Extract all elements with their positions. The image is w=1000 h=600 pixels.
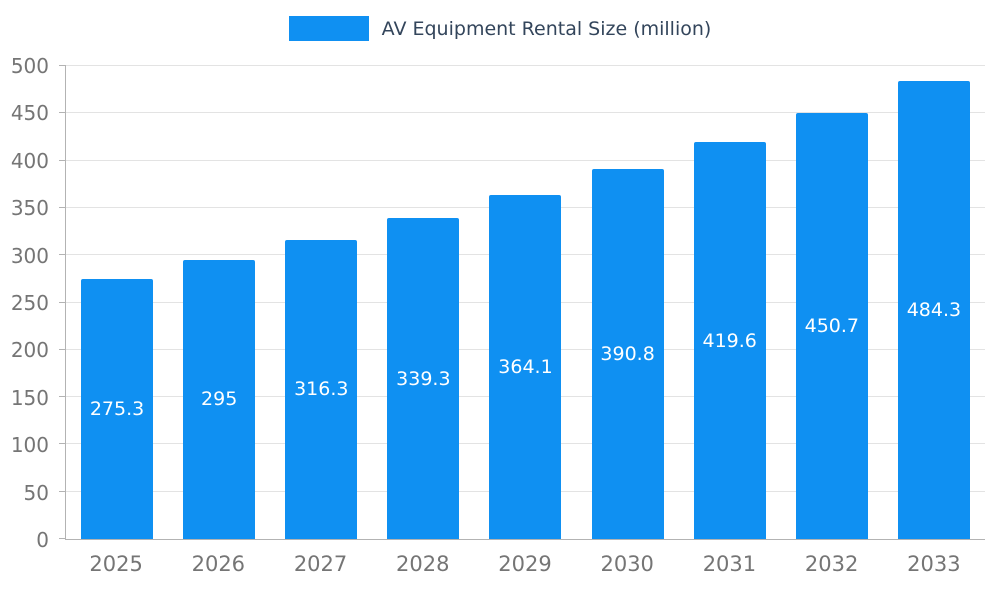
x-axis-label-2030: 2030 (600, 552, 654, 576)
bar-2025[interactable]: 275.3 (81, 278, 154, 539)
x-axis-label-2025: 2025 (89, 552, 143, 576)
y-tick (59, 65, 66, 66)
y-tick (59, 112, 66, 114)
y-tick (59, 490, 66, 492)
y-axis-label: 200 (10, 338, 49, 363)
y-tick (59, 301, 66, 303)
bar-2029[interactable]: 364.1 (489, 194, 562, 539)
y-tick (59, 206, 66, 208)
bar-slot: 419.6 (679, 66, 781, 539)
x-axis: 2025 2026 2027 2028 2029 2030 2031 2032 2033 (65, 552, 985, 576)
plot-area: 275.3 295 316.3 339.3 364.1 390.8 419.6 450.7 48… (59, 65, 985, 540)
y-axis: 0 50 100 150 200 250 300 350 400 450 500 (0, 56, 57, 550)
x-axis-label-2031: 2031 (702, 552, 757, 576)
bar-2033[interactable]: 484.3 (897, 80, 970, 539)
y-axis-label: 50 (23, 480, 49, 505)
bar-value-label: 295 (201, 388, 238, 411)
y-tick (59, 538, 66, 539)
legend-swatch (288, 16, 369, 41)
x-axis-label-2028: 2028 (396, 552, 450, 576)
chart-legend[interactable]: AV Equipment Rental Size (million) (0, 16, 1000, 41)
bar-slot: 450.7 (781, 66, 883, 539)
bar-value-label: 275.3 (89, 397, 145, 420)
bar-2031[interactable]: 419.6 (693, 142, 766, 539)
bar-value-label: 364.1 (498, 355, 553, 378)
bar-slot: 339.3 (372, 66, 474, 539)
y-tick (59, 254, 66, 256)
x-axis-label-2027: 2027 (293, 552, 348, 576)
gridline (66, 65, 985, 66)
legend-label: AV Equipment Rental Size (million) (381, 17, 712, 40)
bar-slot: 484.3 (883, 66, 985, 539)
y-axis-label: 150 (10, 385, 49, 410)
y-axis-label: 100 (10, 433, 49, 458)
bar-slot: 295 (168, 66, 270, 539)
bar-value-label: 390.8 (600, 343, 655, 366)
y-axis-label: 300 (10, 243, 49, 268)
gridline (66, 112, 985, 114)
bar-2026[interactable]: 295 (183, 259, 256, 539)
y-axis-label: 500 (10, 54, 49, 78)
bar-2032[interactable]: 450.7 (795, 112, 868, 539)
y-tick (59, 396, 66, 398)
x-axis-label-2029: 2029 (498, 552, 552, 576)
x-axis-label-2026: 2026 (191, 552, 246, 576)
bar-slot: 316.3 (270, 66, 372, 539)
bar-value-label: 450.7 (804, 314, 860, 337)
bar-value-label: 316.3 (294, 378, 349, 401)
bar-slot: 275.3 (66, 66, 168, 539)
bars-container: 275.3 295 316.3 339.3 364.1 390.8 419.6 450.7 48… (66, 66, 985, 539)
x-axis-label-2032: 2032 (804, 552, 859, 576)
bar-2028[interactable]: 339.3 (387, 218, 460, 539)
bar-value-label: 339.3 (396, 367, 451, 390)
y-axis-label: 450 (10, 101, 49, 126)
y-axis-label: 400 (10, 148, 49, 173)
bar-slot: 364.1 (474, 66, 576, 539)
y-tick (59, 443, 66, 445)
y-axis-label: 350 (10, 196, 49, 221)
gridline (66, 159, 985, 161)
y-tick (59, 348, 66, 350)
bar-2027[interactable]: 316.3 (285, 239, 358, 539)
y-axis-label: 250 (10, 291, 49, 315)
x-axis-label-2033: 2033 (907, 552, 961, 576)
y-tick (59, 159, 66, 161)
bar-value-label: 419.6 (702, 329, 757, 352)
bar-value-label: 484.3 (906, 298, 962, 321)
bar-slot: 390.8 (577, 66, 679, 539)
bar-2030[interactable]: 390.8 (591, 169, 664, 539)
y-axis-label: 0 (36, 528, 49, 552)
